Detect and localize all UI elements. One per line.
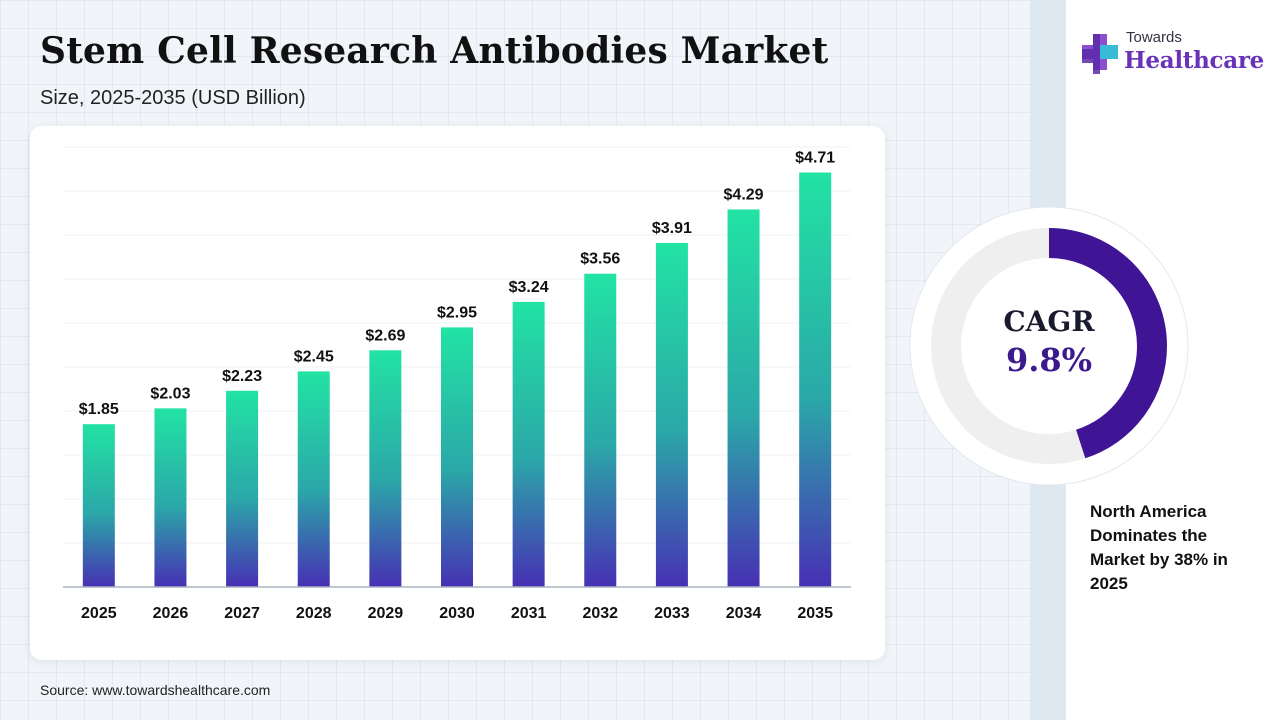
bar-2028 — [297, 371, 330, 587]
bar-value-label-2026: $2.03 — [150, 385, 190, 402]
page-subtitle: Size, 2025-2035 (USD Billion) — [40, 87, 306, 109]
x-tick-label-2027: 2027 — [224, 605, 260, 622]
bar-value-label-2027: $2.23 — [222, 368, 262, 385]
page-title: Stem Cell Research Antibodies Market — [40, 30, 829, 72]
bar-2034 — [727, 209, 760, 587]
bar-value-label-2031: $3.24 — [509, 279, 549, 296]
bar-2029 — [369, 350, 402, 587]
x-axis-ticks: 2025 2026 2027 2028 2029 2030 2031 2032 2033 2034… — [81, 605, 833, 622]
x-tick-label-2026: 2026 — [153, 605, 189, 622]
bar-value-label-2033: $3.91 — [652, 220, 692, 237]
x-tick-label-2031: 2031 — [511, 605, 547, 622]
bar-value-label-2035: $4.71 — [795, 150, 835, 167]
bar-2033 — [655, 242, 688, 588]
region-callout: North America Dominates the Market by 38… — [1090, 502, 1228, 593]
x-tick-label-2034: 2034 — [726, 605, 762, 622]
cagr-label: CAGR — [1003, 305, 1095, 338]
bar-2025 — [82, 424, 115, 587]
cagr-ring — [909, 206, 1189, 486]
x-tick-label-2028: 2028 — [296, 605, 332, 622]
bar-2026 — [154, 408, 187, 587]
bar-2035 — [799, 172, 832, 587]
bar-2030 — [441, 327, 473, 587]
bar-value-label-2025: $1.85 — [79, 401, 119, 418]
bar-2027 — [226, 390, 259, 587]
bars — [82, 172, 832, 588]
chart-card: $1.85 $2.03 $2.23 $2.45 $2.69 $2.95 $3.24 $3.56… — [30, 126, 885, 660]
x-tick-label-2033: 2033 — [654, 605, 690, 622]
cagr-ring-fill — [931, 228, 1167, 464]
logo-text-towards: Towards — [1126, 29, 1182, 46]
x-tick-label-2032: 2032 — [582, 605, 618, 622]
x-tick-label-2030: 2030 — [439, 605, 475, 622]
medical-cross-icon — [1082, 34, 1118, 74]
bar-value-label-2032: $3.56 — [580, 251, 620, 268]
source-note: Source: www.towardshealthcare.com — [40, 682, 271, 698]
bar-2032 — [584, 273, 617, 587]
bar-2031 — [512, 301, 545, 587]
towards-healthcare-logo[interactable]: Towards Healthcare — [1080, 28, 1264, 78]
cagr-donut: CAGR 9.8% — [906, 203, 1192, 489]
logo-text-healthcare: Healthcare — [1124, 47, 1265, 74]
bar-chart: $1.85 $2.03 $2.23 $2.45 $2.69 $2.95 $3.24 $3.56… — [63, 146, 851, 622]
bar-value-label-2028: $2.45 — [294, 348, 334, 365]
x-tick-label-2035: 2035 — [797, 605, 833, 622]
x-tick-label-2025: 2025 — [81, 605, 117, 622]
bar-value-label-2029: $2.69 — [365, 327, 405, 344]
x-tick-label-2029: 2029 — [368, 605, 404, 622]
bar-value-label-2034: $4.29 — [724, 186, 764, 203]
cagr-value: 9.8% — [1005, 341, 1093, 379]
value-labels: $1.85 $2.03 $2.23 $2.45 $2.69 $2.95 $3.24 $3.56… — [79, 150, 836, 419]
bar-value-label-2030: $2.95 — [437, 304, 477, 321]
